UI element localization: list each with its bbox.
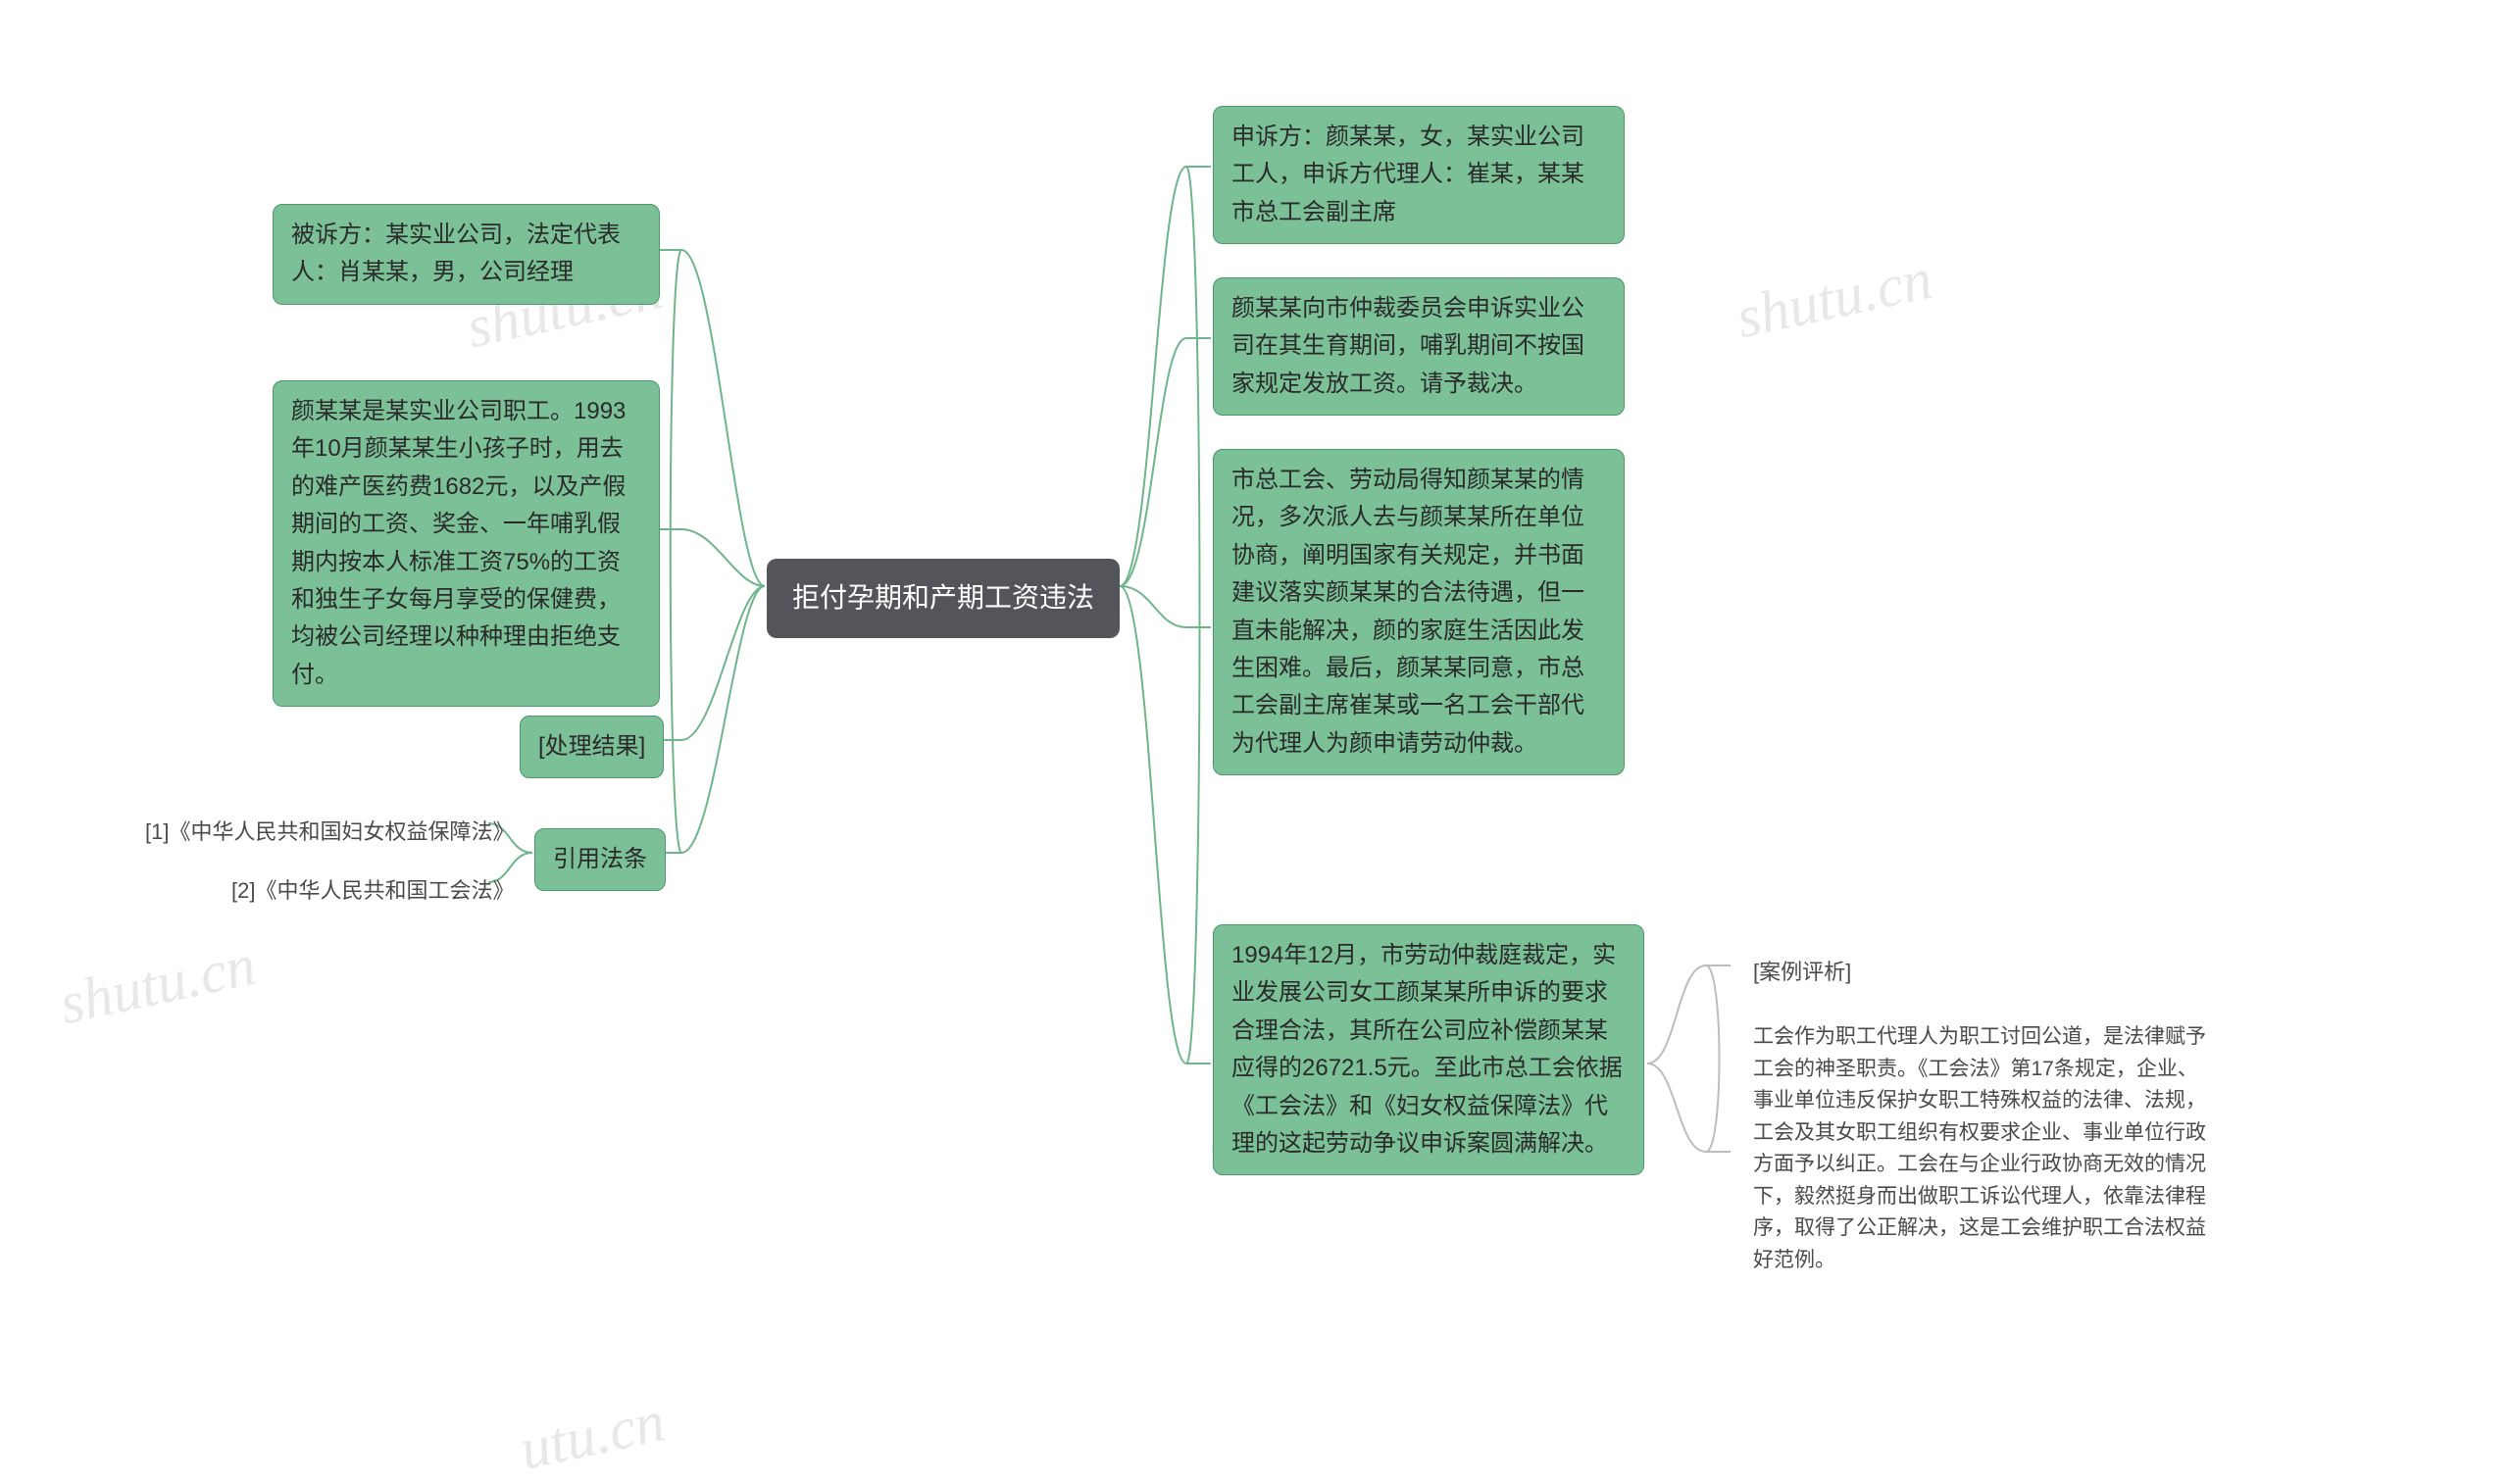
center-node: 拒付孕期和产期工资违法	[767, 559, 1120, 638]
watermark: utu.cn	[514, 1387, 670, 1483]
left-node-facts: 颜某某是某实业公司职工。1993年10月颜某某生小孩子时，用去的难产医药费168…	[273, 380, 660, 707]
right-node-analysis-text: 工会作为职工代理人为职工讨回公道，是法律赋予工会的神圣职责。《工会法》第17条规…	[1735, 1010, 2226, 1288]
left-node-result-label: [处理结果]	[520, 716, 664, 778]
left-node-law-2: [2]《中华人民共和国工会法》	[214, 863, 531, 919]
right-node-ruling: 1994年12月，市劳动仲裁庭裁定，实业发展公司女工颜某某所申诉的要求合理合法，…	[1213, 924, 1644, 1175]
left-node-law-refs: 引用法条	[534, 828, 666, 891]
left-node-defendant: 被诉方：某实业公司，法定代表人：肖某某，男，公司经理	[273, 204, 660, 305]
right-node-plaintiff: 申诉方：颜某某，女，某实业公司工人，申诉方代理人：崔某，某某市总工会副主席	[1213, 106, 1625, 244]
right-node-claim: 颜某某向市仲裁委员会申诉实业公司在其生育期间，哺乳期间不按国家规定发放工资。请予…	[1213, 277, 1625, 416]
right-node-union-action: 市总工会、劳动局得知颜某某的情况，多次派人去与颜某某所在单位协商，阐明国家有关规…	[1213, 449, 1625, 775]
watermark: shutu.cn	[54, 931, 262, 1038]
watermark: shutu.cn	[1731, 245, 1938, 352]
left-node-law-1: [1]《中华人民共和国妇女权益保障法》	[127, 804, 531, 861]
right-node-analysis-label: [案例评析]	[1735, 944, 1869, 1001]
